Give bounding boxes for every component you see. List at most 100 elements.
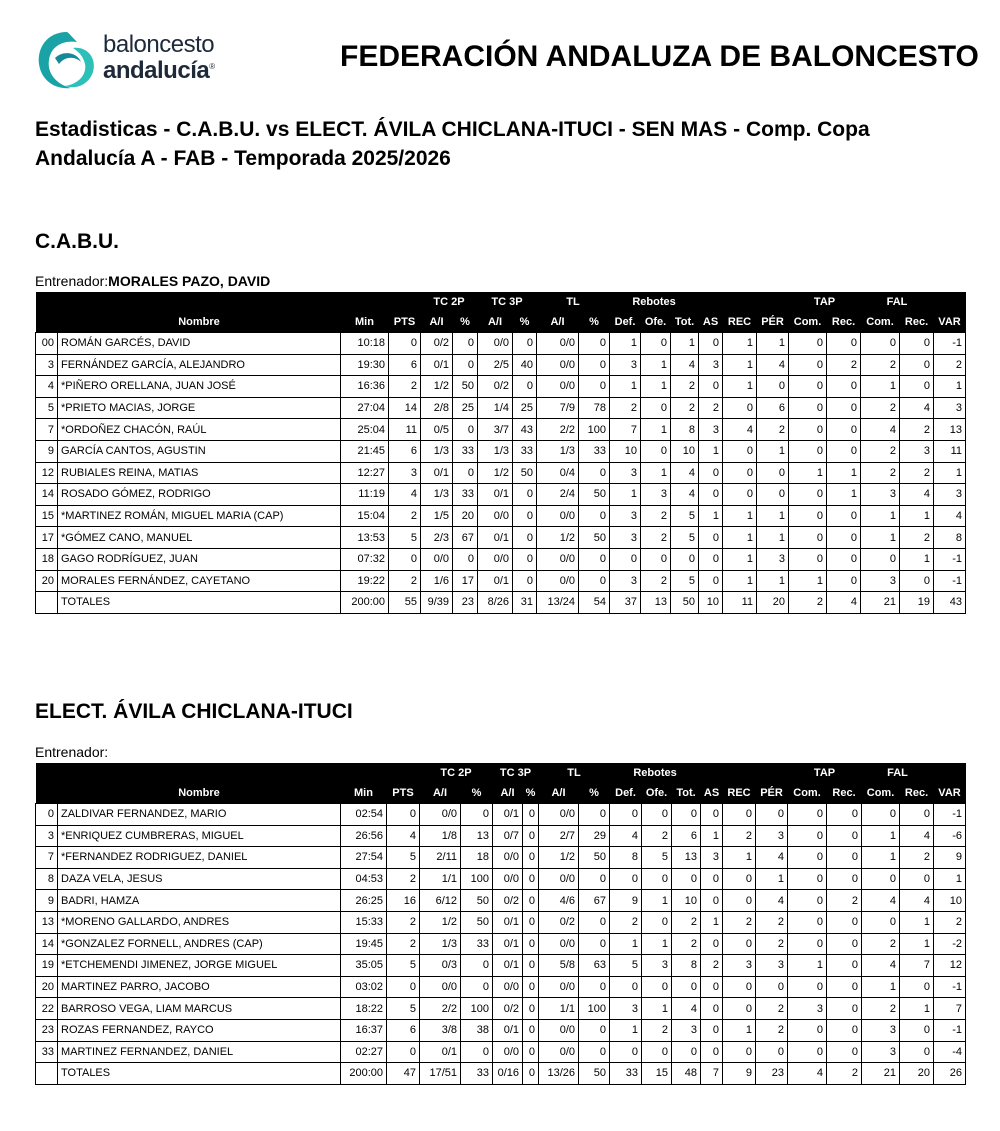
stat-cell: 13 — [671, 846, 702, 869]
stat-cell: 1 — [670, 332, 700, 355]
stat-cell: 0 — [787, 889, 828, 912]
stat-cell: 4 — [388, 483, 421, 506]
player-name: ROMÁN GARCÉS, DAVID — [57, 332, 341, 355]
stat-cell: 0 — [577, 353, 611, 377]
stat-cell: 0 — [788, 547, 828, 571]
stat-cell: 43 — [512, 418, 537, 441]
stat-cell: 0/2 — [477, 375, 513, 398]
stat-cell: 0 — [609, 803, 643, 826]
stat-cell: 2/2 — [536, 418, 579, 441]
stat-cell: 1 — [756, 526, 790, 549]
stat-cell: 7 — [35, 846, 58, 869]
stat-cell: 1 — [756, 439, 790, 463]
stat-cell: 10 — [670, 439, 700, 463]
stat-cell: 0 — [826, 332, 862, 355]
stat-cell: 0 — [640, 547, 672, 571]
stat-cell: 0/1 — [477, 569, 513, 593]
stat-cell: 2 — [388, 375, 421, 398]
stat-cell: 0 — [522, 824, 539, 848]
player-row: 14 ROSADO GÓMEZ, RODRIGO 11:19 4 1/3 33 0/1 0 2/… — [35, 483, 967, 506]
player-name: MARTINEZ FERNANDEZ, DANIEL — [57, 1040, 341, 1064]
stat-cell: 0 — [788, 353, 828, 377]
stat-cell: 33 — [452, 439, 478, 463]
coach-name: MORALES PAZO, DAVID — [108, 273, 271, 289]
stat-cell: 1/3 — [420, 483, 453, 506]
column-header: PTS — [386, 783, 420, 804]
stat-cell: 0 — [861, 803, 901, 826]
stat-cell: 0 — [671, 867, 702, 891]
stat-cell: 2 — [671, 910, 702, 934]
stat-cell: 5 — [670, 526, 700, 549]
player-row: 14 *GONZALEZ FORNELL, ANDRES (CAP) 19:45 2 1… — [35, 932, 967, 956]
column-header: Min — [340, 783, 387, 804]
stat-cell: 17/51 — [419, 1062, 461, 1085]
column-header: A/I — [420, 312, 453, 333]
stat-cell: 37 — [609, 591, 642, 614]
stat-cell: 0 — [512, 332, 537, 355]
stat-cell: 47 — [386, 1062, 420, 1085]
player-row: 19 *ETCHEMENDI JIMENEZ, JORGE MIGUEL 35:05… — [35, 954, 967, 977]
header-cell — [57, 763, 341, 783]
player-row: 9 GARCÍA CANTOS, AGUSTIN 21:45 6 1/3 33 1/3 33 1… — [35, 439, 967, 463]
stat-cell: 5 — [386, 997, 420, 1020]
player-row: 7 *ORDOÑEZ CHACÓN, RAÚL 25:04 11 0/5 0 3/7 43 2/… — [35, 418, 967, 441]
stat-cell: 10:18 — [340, 332, 389, 355]
stat-cell: 25:04 — [340, 418, 389, 441]
stat-cell: 13/26 — [538, 1062, 579, 1085]
column-header: % — [578, 783, 610, 804]
logo-text: baloncesto andalucía® — [103, 33, 215, 83]
stat-cell: 0 — [577, 803, 611, 826]
stat-cell: 19:30 — [340, 353, 389, 377]
stat-cell: 1 — [641, 889, 673, 912]
stat-cell: 2 — [899, 846, 935, 869]
stat-cell: 0 — [452, 353, 478, 377]
stat-cell: 0 — [609, 1040, 643, 1064]
group-header: FAL — [860, 292, 934, 312]
stat-cell: -1 — [933, 547, 967, 571]
stat-cell: 5/8 — [538, 954, 579, 977]
stat-cell: 0 — [788, 332, 828, 355]
stat-cell: 9/39 — [420, 591, 453, 614]
stat-cell: 0/1 — [420, 461, 453, 485]
stat-cell: 0 — [577, 910, 611, 934]
stat-cell: 2 — [755, 997, 789, 1020]
stat-cell: 0 — [700, 1040, 724, 1064]
stat-cell: 2/3 — [420, 526, 453, 549]
stat-cell: 0/2 — [492, 997, 523, 1020]
stat-cell: 3/8 — [419, 1018, 461, 1042]
column-header: Rec. — [899, 312, 934, 333]
stat-cell: 16 — [386, 889, 420, 912]
stat-cell: 1 — [609, 1018, 643, 1042]
group-header: TAP — [787, 763, 862, 783]
stat-cell: 0 — [522, 846, 539, 869]
stat-cell: 0/1 — [492, 1018, 523, 1042]
stat-cell: 16:37 — [340, 1018, 387, 1042]
stat-cell: 0/0 — [477, 332, 513, 355]
column-header: Com. — [788, 312, 827, 333]
stat-cell: 200:00 — [340, 591, 389, 614]
stat-cell: 26:25 — [340, 889, 387, 912]
stat-cell: 0 — [671, 803, 702, 826]
player-name: GARCÍA CANTOS, AGUSTIN — [57, 439, 341, 463]
column-header: % — [578, 312, 610, 333]
team-name: ELECT. ÁVILA CHICLANA-ITUCI — [35, 700, 353, 723]
stat-cell: 0 — [522, 1062, 539, 1085]
stat-cell: 3 — [609, 997, 643, 1020]
stat-cell: 1 — [722, 526, 758, 549]
column-header: A/I — [419, 783, 461, 804]
stat-cell: 50 — [460, 889, 493, 912]
stat-cell: 1 — [722, 547, 758, 571]
column-header: % — [460, 783, 493, 804]
stat-cell: 1 — [899, 997, 935, 1020]
stat-cell: 2 — [386, 910, 420, 934]
stat-cell: 50 — [460, 910, 493, 934]
stat-cell: 0 — [460, 803, 493, 826]
stat-cell: 27:04 — [340, 396, 389, 420]
stat-cell: 2 — [788, 591, 828, 614]
stat-cell: 12:27 — [340, 461, 389, 485]
column-header: Rec. — [899, 783, 934, 804]
player-row: 8 DAZA VELA, JESUS 04:53 2 1/1 100 0/0 0 0/0 0 0 0 0… — [35, 867, 967, 891]
stat-cell: 23 — [452, 591, 478, 614]
group-header: TL — [538, 763, 610, 783]
stat-cell: 1 — [641, 932, 673, 956]
